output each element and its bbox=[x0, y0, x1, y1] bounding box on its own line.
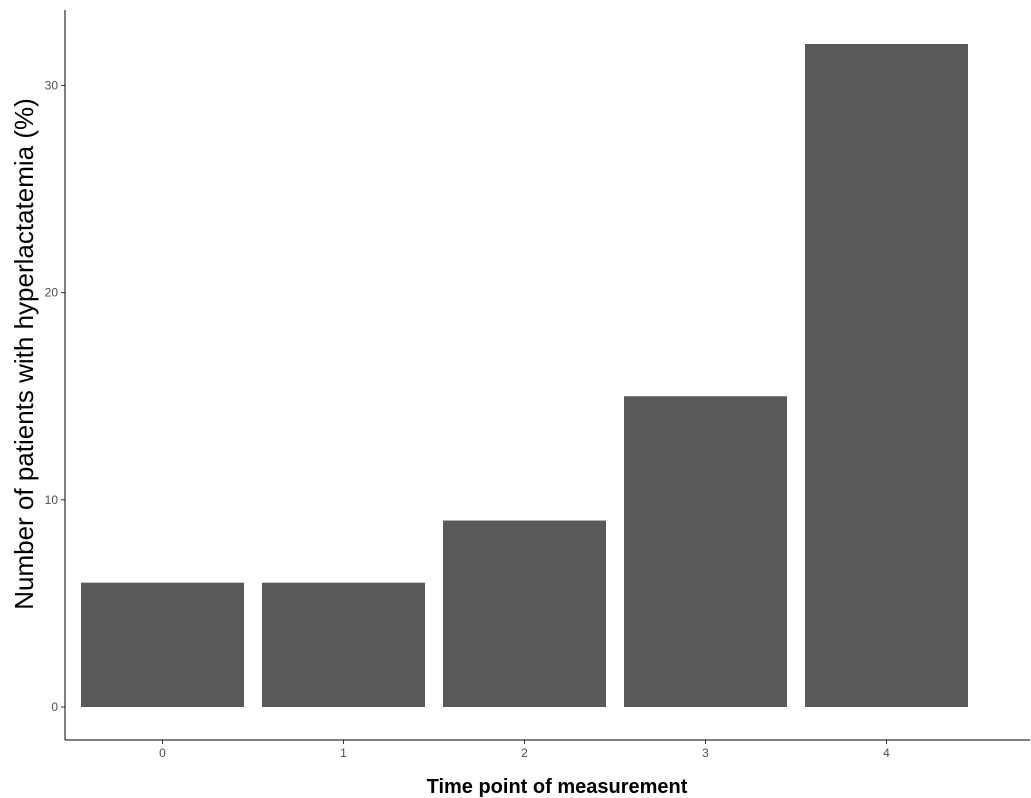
x-tick-label: 4 bbox=[883, 746, 890, 760]
x-tick-label: 1 bbox=[340, 746, 347, 760]
bar-2 bbox=[443, 520, 606, 707]
bars-group bbox=[81, 44, 968, 707]
x-tick-label: 0 bbox=[159, 746, 166, 760]
bar-0 bbox=[81, 582, 244, 707]
y-axis-title: Number of patients with hyperlactatemia … bbox=[9, 98, 39, 610]
y-tick-label: 30 bbox=[45, 78, 59, 92]
y-tick-label: 0 bbox=[51, 700, 58, 714]
bar-3 bbox=[624, 396, 787, 707]
y-tick-label: 20 bbox=[45, 286, 59, 300]
x-tick-label: 3 bbox=[702, 746, 709, 760]
x-tick-label: 2 bbox=[521, 746, 528, 760]
bar-4 bbox=[805, 44, 968, 707]
x-axis-ticks: 0 1 2 3 4 bbox=[159, 740, 890, 760]
bar-1 bbox=[262, 582, 425, 707]
x-axis-title: Time point of measurement bbox=[427, 776, 688, 798]
y-axis-ticks: 0 10 20 30 bbox=[45, 78, 65, 714]
y-tick-label: 10 bbox=[45, 493, 59, 507]
